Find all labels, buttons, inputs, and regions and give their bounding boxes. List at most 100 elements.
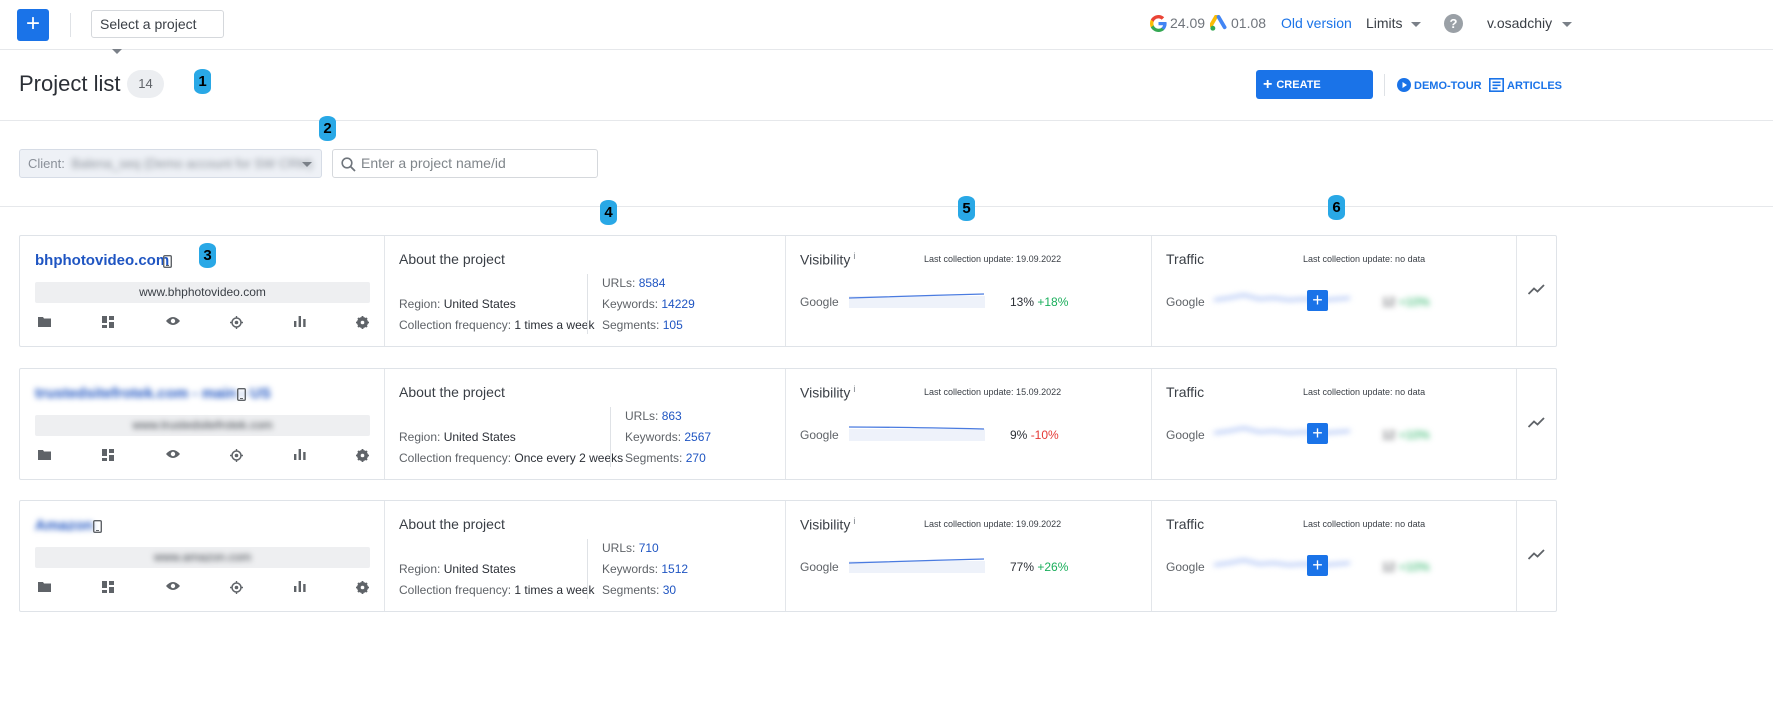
create-project-button[interactable]: + CREATE PROJECT	[1256, 70, 1373, 120]
user-menu[interactable]: v.osadchiy	[1487, 15, 1572, 31]
project-name-link[interactable]: Amazon	[35, 517, 94, 534]
segments-value[interactable]: 105	[662, 318, 683, 332]
trend-icon[interactable]	[1528, 283, 1545, 295]
visibility-section: Visibility i Last collection update: 19.0…	[786, 236, 1152, 346]
add-traffic-button[interactable]: +	[1307, 423, 1328, 444]
region-value: United States	[443, 562, 516, 576]
region-row: Region: United States	[399, 562, 516, 576]
demo-tour-link[interactable]: DEMO-TOUR	[1397, 78, 1482, 92]
segments-value[interactable]: 270	[685, 451, 706, 465]
mobile-icon	[163, 255, 172, 268]
traffic-update: Last collection update: no data	[1303, 519, 1426, 529]
trend-section	[1517, 369, 1556, 479]
user-name: v.osadchiy	[1487, 15, 1553, 31]
traffic-change: +10%	[1398, 560, 1430, 574]
region-row: Region: United States	[399, 430, 516, 444]
search-input[interactable]: Enter a project name/id	[332, 149, 598, 178]
project-url-text: www.trustedsitefrotek.com	[132, 418, 273, 432]
segments-value[interactable]: 30	[662, 583, 677, 597]
gear-icon[interactable]	[356, 581, 369, 594]
segments-label: Segments:	[602, 318, 660, 332]
trend-icon[interactable]	[1528, 548, 1545, 560]
limits-label: Limits	[1366, 15, 1403, 31]
visibility-sparkline	[849, 558, 985, 573]
client-select[interactable]: Client: Balena_seq (Demo account for SW …	[19, 149, 322, 178]
target-icon[interactable]	[230, 449, 243, 462]
folder-icon[interactable]	[38, 449, 51, 461]
add-traffic-button[interactable]: +	[1307, 555, 1328, 576]
dashboard-icon[interactable]	[102, 449, 114, 461]
traffic-sparkline	[1214, 426, 1350, 435]
region-label: Region:	[399, 297, 441, 311]
project-select[interactable]: Select a project	[91, 10, 224, 54]
limits-menu[interactable]: Limits	[1366, 15, 1422, 31]
urls-value[interactable]: 710	[638, 541, 659, 555]
help-icon[interactable]: ?	[1444, 14, 1463, 33]
urls-value[interactable]: 863	[661, 409, 682, 423]
frequency-label: Collection frequency:	[399, 583, 512, 597]
about-section: About the project Region: United States …	[385, 369, 786, 479]
info-icon[interactable]: i	[853, 516, 856, 526]
project-name-link[interactable]: bhphotovideo.com	[35, 252, 170, 269]
engine-label: Google	[800, 295, 839, 309]
traffic-title: Traffic	[1166, 251, 1205, 267]
dashboard-icon[interactable]	[102, 316, 114, 328]
visibility-section: Visibility i Last collection update: 15.0…	[786, 369, 1152, 479]
eye-icon[interactable]	[166, 581, 180, 593]
about-title: About the project	[399, 384, 505, 400]
add-button[interactable]: +	[17, 9, 49, 41]
divider	[610, 407, 611, 467]
old-version-link[interactable]: Old version	[1281, 15, 1352, 31]
visibility-value: 13%	[1010, 295, 1035, 309]
urls-value[interactable]: 8584	[638, 276, 666, 290]
bar-chart-icon[interactable]	[294, 316, 306, 328]
about-section: About the project Region: United States …	[385, 501, 786, 611]
project-card: Amazon www.amazon.com About the project …	[19, 500, 1557, 612]
visibility-change: +18%	[1037, 295, 1069, 309]
traffic-value: 12	[1382, 295, 1396, 309]
traffic-metric: 12 +10%	[1382, 428, 1430, 442]
gear-icon[interactable]	[356, 316, 369, 329]
project-card: trustedsitefrotek.com - main - US www.tr…	[19, 368, 1557, 480]
top-bar: + Select a project 24.09 01.08 Old versi…	[0, 0, 1773, 54]
keywords-value[interactable]: 1512	[661, 562, 689, 576]
info-icon[interactable]: i	[853, 251, 856, 261]
page-title: Project list	[19, 71, 121, 96]
folder-icon[interactable]	[38, 581, 51, 593]
engine-label: Google	[800, 428, 839, 442]
articles-link[interactable]: ARTICLES	[1489, 78, 1562, 92]
project-card: bhphotovideo.com www.bhphotovideo.com Ab…	[19, 235, 1557, 347]
keywords-label: Keywords:	[625, 430, 682, 444]
eye-icon[interactable]	[166, 449, 180, 461]
folder-icon[interactable]	[38, 316, 51, 328]
add-traffic-button[interactable]: +	[1307, 290, 1328, 311]
eye-icon[interactable]	[166, 316, 180, 328]
urls-row: URLs: 710	[602, 541, 659, 555]
frequency-value: 1 times a week	[514, 318, 595, 332]
keywords-value[interactable]: 14229	[661, 297, 695, 311]
chevron-down-icon	[1562, 21, 1572, 27]
engine-label: Google	[1166, 295, 1205, 309]
target-icon[interactable]	[230, 316, 243, 329]
project-name-link[interactable]: trustedsitefrotek.com - main - US	[35, 385, 271, 402]
traffic-section: Traffic Last collection update: no data …	[1152, 501, 1517, 611]
info-icon[interactable]: i	[853, 384, 856, 394]
keywords-value[interactable]: 2567	[684, 430, 712, 444]
trend-icon[interactable]	[1528, 416, 1545, 428]
target-icon[interactable]	[230, 581, 243, 594]
bar-chart-icon[interactable]	[294, 449, 306, 461]
divider	[70, 13, 71, 37]
region-value: United States	[443, 297, 516, 311]
traffic-update: Last collection update: no data	[1303, 254, 1426, 264]
visibility-update: Last collection update: 19.09.2022	[924, 254, 1062, 264]
client-value: Balena_seq (Demo account for SW CRM)	[71, 156, 313, 171]
urls-label: URLs:	[602, 276, 636, 290]
gear-icon[interactable]	[356, 449, 369, 462]
visibility-change: +26%	[1037, 560, 1069, 574]
plus-icon: +	[1263, 76, 1273, 93]
project-url: www.bhphotovideo.com	[35, 282, 370, 303]
dashboard-icon[interactable]	[102, 581, 114, 593]
project-select-value: Select a project	[100, 16, 197, 32]
bar-chart-icon[interactable]	[294, 581, 306, 593]
marker-3: 3	[199, 243, 216, 268]
